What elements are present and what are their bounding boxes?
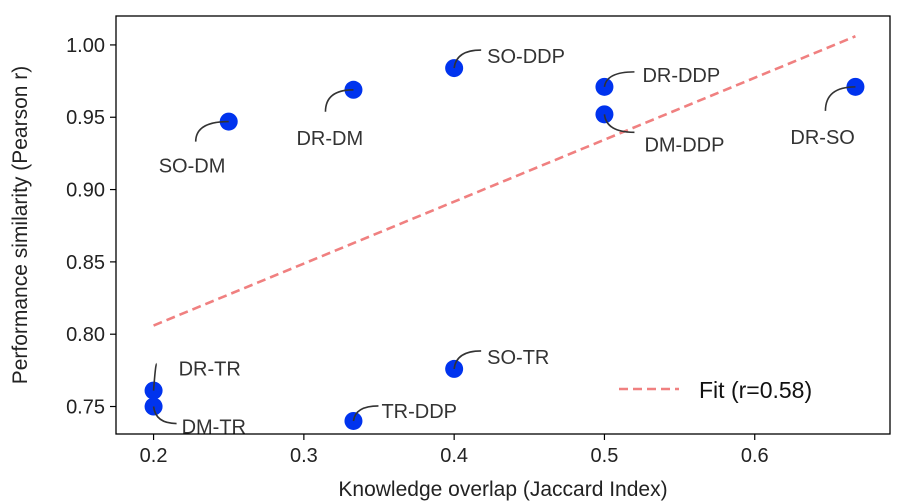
y-tick-label: 1.00 — [66, 35, 105, 57]
leader-line-dr-so — [824, 86, 856, 111]
y-tick-label: 0.80 — [66, 324, 105, 346]
point-label-dr-ddp: DR-DDP — [642, 65, 720, 87]
point-label-so-ddp: SO-DDP — [487, 46, 565, 68]
point-label-dm-ddp: DM-DDP — [644, 134, 724, 156]
y-tick-label: 0.95 — [66, 107, 105, 129]
point-label-so-dm: SO-DM — [159, 156, 226, 178]
x-tick-label: 0.4 — [440, 445, 468, 467]
y-tick-label: 0.85 — [66, 252, 105, 274]
x-tick-label: 0.3 — [290, 445, 318, 467]
leader-line-dr-ddp — [603, 71, 635, 88]
x-tick-label: 0.6 — [741, 445, 769, 467]
y-tick-label: 0.90 — [66, 180, 105, 202]
leader-line-so-dm — [194, 120, 229, 142]
point-label-so-tr: SO-TR — [487, 347, 549, 369]
point-label-dr-so: DR-SO — [790, 127, 854, 149]
x-tick-label: 0.2 — [140, 445, 168, 467]
x-tick-label: 0.5 — [591, 445, 619, 467]
point-label-dr-dm: DR-DM — [296, 128, 363, 150]
point-label-dm-tr: DM-TR — [182, 417, 246, 439]
leader-line-dm-ddp — [603, 114, 635, 134]
y-tick-label: 0.75 — [66, 397, 105, 419]
leader-line-so-ddp — [453, 49, 482, 69]
y-axis-label: Performance similarity (Pearson r) — [9, 66, 32, 385]
leader-line-dr-tr — [152, 362, 158, 391]
point-label-tr-ddp: TR-DDP — [381, 401, 457, 423]
fit-line — [153, 35, 856, 327]
leader-line-dr-dm — [324, 88, 354, 112]
x-axis-label: Knowledge overlap (Jaccard Index) — [338, 478, 667, 501]
point-label-dr-tr: DR-TR — [179, 359, 241, 381]
legend-fit-label: Fit (r=0.58) — [699, 377, 812, 403]
plot-frame — [115, 15, 891, 435]
leader-line-tr-ddp — [352, 405, 379, 422]
leader-line-dm-tr — [152, 406, 177, 425]
leader-line-so-tr — [453, 350, 482, 370]
